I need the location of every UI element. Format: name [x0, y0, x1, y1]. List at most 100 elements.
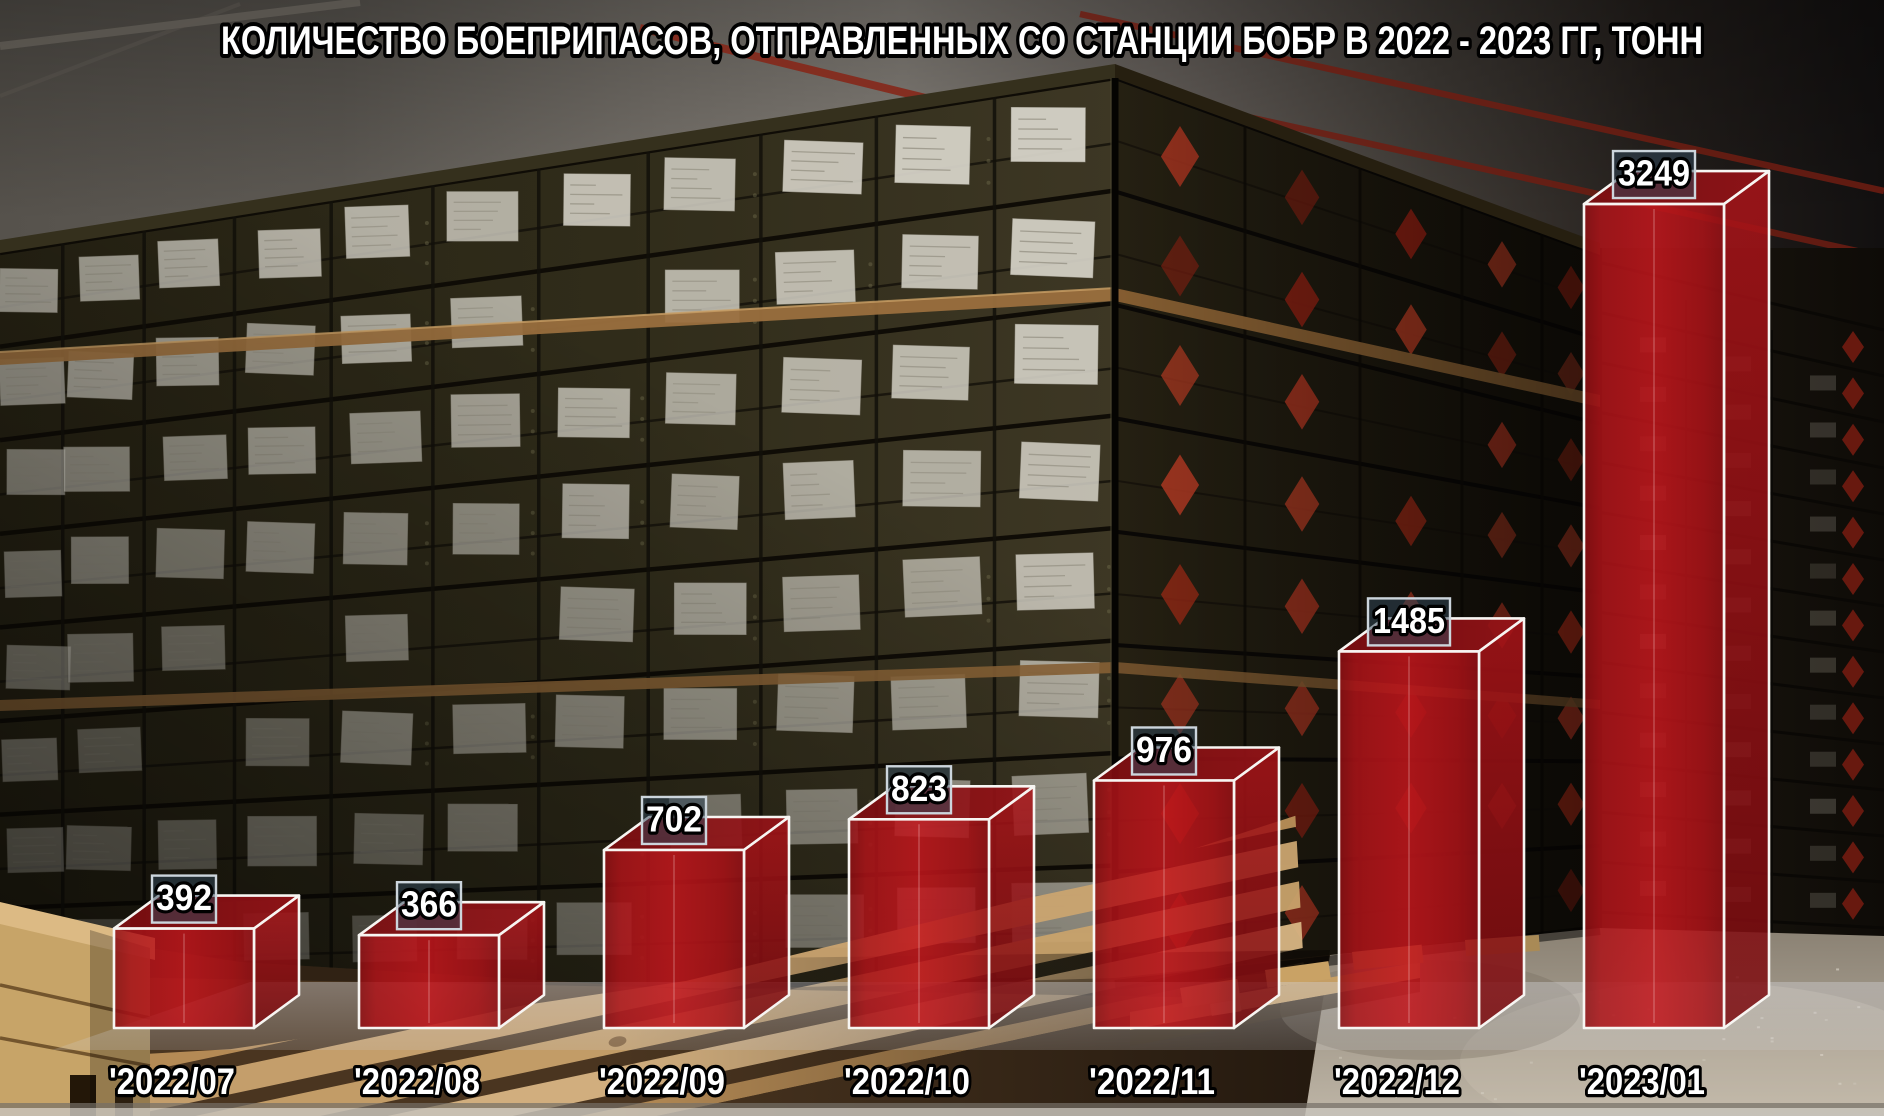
- bar-side-face: [1722, 169, 1771, 1030]
- bar-front-face: [847, 817, 991, 1030]
- bar-column-2022-10: [847, 784, 1036, 1030]
- value-label-text: 702: [646, 798, 702, 839]
- distant-crate-label: [1810, 375, 1836, 391]
- red-roof-rail: [1079, 10, 1884, 195]
- value-label-box: [1611, 149, 1697, 200]
- bar-column-2022-09: [602, 815, 791, 1030]
- bar-front-face: [357, 933, 501, 1030]
- bar-column-2022-11: [1092, 746, 1281, 1030]
- value-label-box: [1130, 726, 1198, 776]
- x-axis-label: '2023/01: [1579, 1061, 1705, 1102]
- floor-speckle: [1338, 1056, 1342, 1059]
- distant-crate-label: [1810, 563, 1836, 579]
- distant-crate-label: [1810, 422, 1836, 438]
- x-axis-label: '2022/12: [1334, 1061, 1460, 1102]
- floor-speckle: [1836, 968, 1840, 971]
- bar-front-face: [1582, 202, 1726, 1030]
- value-label-text: 1485: [1373, 600, 1445, 641]
- floor-speckle: [1666, 1095, 1670, 1098]
- chart-title: КОЛИЧЕСТВО БОЕПРИПАСОВ, ОТПРАВЛЕННЫХ СО …: [221, 19, 1703, 63]
- distant-crate-label: [1810, 469, 1836, 485]
- hazard-diamond: [1842, 470, 1864, 503]
- floor-speckle: [1480, 1092, 1484, 1095]
- value-label-box: [640, 795, 708, 846]
- floor-speckle: [1853, 1082, 1857, 1085]
- gray-pipe: [0, 2, 241, 98]
- bar-side-face: [742, 815, 791, 1030]
- bar-side-face: [1232, 746, 1281, 1030]
- floor-speckle: [1493, 1098, 1497, 1101]
- value-label-box: [885, 765, 953, 815]
- value-label-text: 366: [401, 884, 457, 925]
- bar-value-label: 976: [1130, 726, 1198, 776]
- bar-value-label: 3249: [1611, 149, 1697, 200]
- floor-speckle: [1628, 1088, 1632, 1091]
- under-stack-shadow: [0, 925, 1330, 1000]
- hazard-diamond: [1842, 516, 1864, 549]
- floor-speckle: [1838, 1082, 1842, 1085]
- hazard-diamond: [1842, 563, 1864, 595]
- bar-front-face: [112, 927, 256, 1030]
- ammo-shipments-3d-bar-chart: 392 '2022/07 366 '2022/08 702 '2022/09 823 '202…: [52, 149, 1884, 1105]
- value-label-box: [150, 874, 218, 924]
- gray-pipe: [0, 0, 361, 50]
- bar-side-face: [987, 784, 1036, 1030]
- x-axis-label: '2022/09: [599, 1061, 725, 1102]
- distant-crate-label: [1810, 751, 1836, 767]
- distant-crate-label: [1810, 610, 1836, 626]
- bar-side-face: [1477, 617, 1526, 1030]
- hazard-diamond: [1842, 841, 1864, 874]
- bar-value-label: 823: [885, 765, 953, 815]
- crate-seam: [0, 1036, 151, 1068]
- hazard-diamond: [1842, 702, 1864, 735]
- hazard-diamond: [1842, 655, 1864, 688]
- value-label-text: 392: [156, 877, 212, 918]
- bar-value-label: 1485: [1366, 597, 1452, 647]
- value-label-text: 976: [1136, 729, 1192, 770]
- floor-speckle: [1529, 1061, 1533, 1064]
- distant-crate-label: [1810, 704, 1836, 720]
- floor-speckle: [1651, 1091, 1655, 1094]
- bar-value-label: 702: [640, 795, 708, 846]
- stack-top-edge: [0, 64, 1115, 253]
- x-axis-label: '2022/07: [109, 1061, 235, 1102]
- bottom-light-strip: [0, 1108, 1884, 1116]
- distant-crate-label: [1810, 657, 1836, 673]
- bar-value-label: 392: [150, 874, 218, 924]
- bar-column-2023-01: [1582, 169, 1771, 1030]
- bar-front-face: [1092, 779, 1236, 1030]
- hazard-diamond: [1842, 331, 1864, 363]
- bar-front-face: [602, 848, 746, 1030]
- floor-speckle: [1457, 1090, 1461, 1093]
- floor-edge-line: [0, 1103, 1884, 1108]
- hazard-diamond: [1842, 423, 1864, 456]
- value-label-box: [395, 880, 463, 931]
- distant-crate-label: [1810, 845, 1836, 861]
- bar-value-label: 366: [395, 880, 463, 931]
- distant-crate-label: [1810, 516, 1836, 532]
- value-label-text: 823: [891, 768, 947, 809]
- hazard-diamond: [1842, 609, 1864, 642]
- hazard-diamond: [1842, 377, 1864, 410]
- value-label-box: [1366, 597, 1452, 647]
- hazard-diamond: [1842, 748, 1864, 781]
- floor-speckle: [1684, 1082, 1688, 1085]
- floor-speckle: [1702, 1059, 1706, 1062]
- floor-speckle: [1820, 1053, 1824, 1056]
- bar-column-2022-12: [1337, 617, 1526, 1030]
- x-axis-label: '2022/10: [844, 1061, 970, 1102]
- bar-front-face: [1337, 650, 1481, 1030]
- stack-top-edge: [1115, 64, 1600, 255]
- x-axis-label: '2022/11: [1089, 1061, 1215, 1102]
- floor-speckle: [1455, 1082, 1459, 1085]
- pallet-block: [1265, 961, 1331, 988]
- hazard-diamond: [1842, 887, 1864, 920]
- hazard-diamond: [1842, 795, 1864, 827]
- x-axis-label: '2022/08: [354, 1061, 480, 1102]
- distant-crate-label: [1810, 892, 1836, 908]
- value-label-text: 3249: [1618, 153, 1690, 194]
- ammo-crate-wall-left: [0, 75, 1116, 1005]
- distant-crate-label: [1810, 798, 1836, 814]
